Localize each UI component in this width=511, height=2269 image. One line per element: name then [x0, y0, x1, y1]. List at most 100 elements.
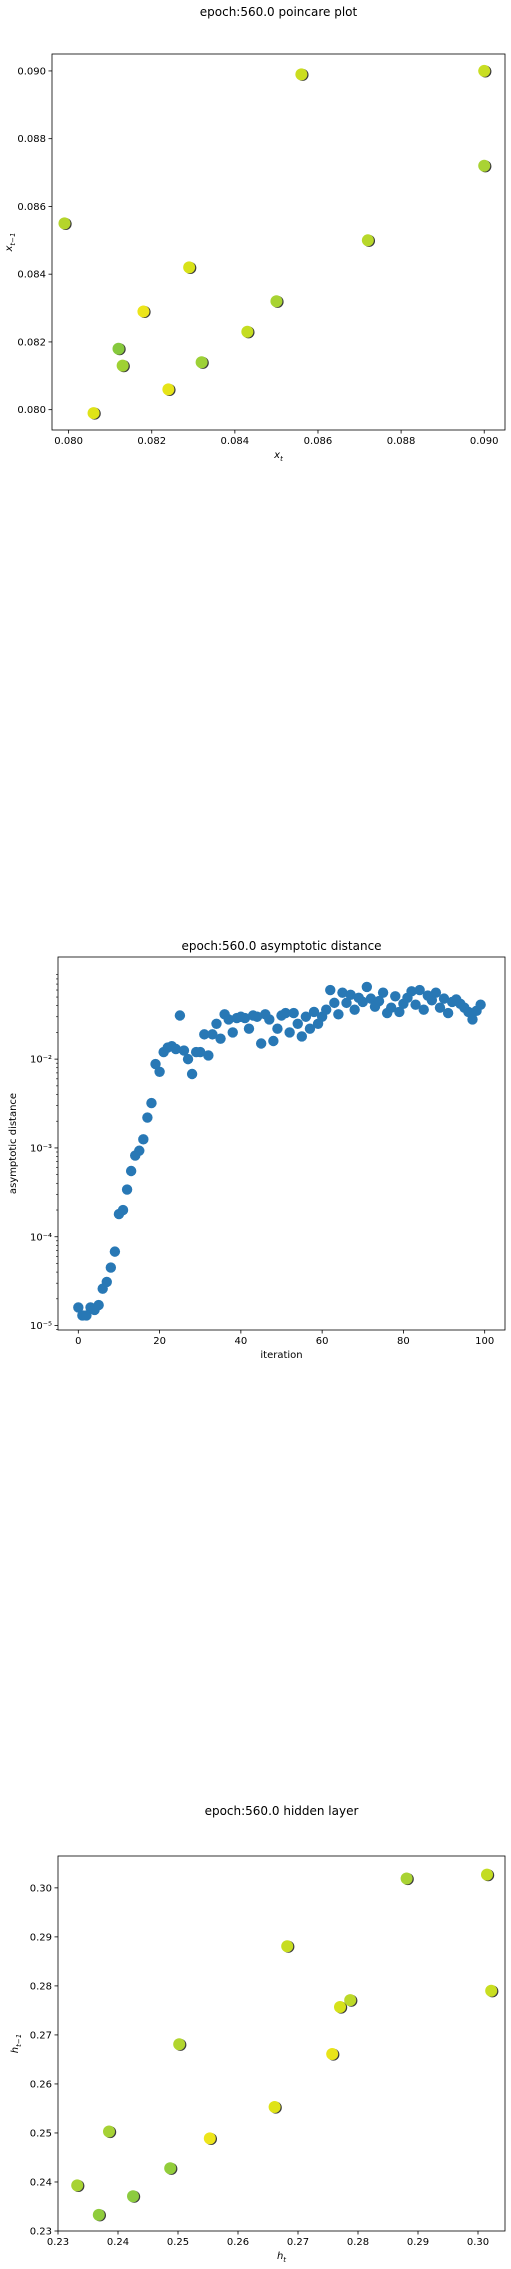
data-point — [410, 999, 421, 1010]
data-point — [207, 1029, 218, 1040]
y-tick-label: 0.26 — [30, 2079, 52, 2090]
data-point — [272, 1023, 283, 1034]
data-point — [485, 1984, 498, 1997]
y-axis-label: asymptotic distance — [8, 1093, 19, 1194]
data-point — [349, 1004, 360, 1015]
y-tick-label: 0.088 — [17, 134, 46, 145]
x-tick-label: 0.29 — [407, 2237, 429, 2248]
x-tick-label: 0.27 — [287, 2237, 309, 2248]
data-point — [162, 383, 175, 396]
data-point — [255, 1038, 267, 1049]
data-point — [174, 1010, 186, 1021]
x-tick-label: 0.086 — [304, 436, 333, 447]
data-point — [478, 64, 491, 77]
data-point — [125, 1165, 137, 1177]
data-point — [321, 1004, 332, 1015]
data-point — [150, 1058, 161, 1070]
x-tick-label: 40 — [234, 1336, 247, 1347]
data-point — [109, 1246, 121, 1257]
y-tick-label: 0.28 — [30, 1981, 52, 1992]
data-point — [215, 1033, 226, 1044]
data-point — [334, 2000, 346, 2013]
x-axis-label: iteration — [260, 1350, 302, 1361]
data-point — [195, 1046, 206, 1058]
data-point — [281, 1940, 294, 1953]
data-point — [430, 987, 442, 998]
data-point — [386, 1002, 397, 1013]
data-point — [288, 1007, 299, 1019]
data-point — [308, 1006, 320, 1018]
y-axis-label: xt−1 — [4, 233, 17, 253]
data-point — [243, 1023, 255, 1034]
plot-frame — [57, 956, 506, 1331]
data-point — [251, 1011, 263, 1022]
data-point — [329, 997, 340, 1009]
data-point — [92, 2208, 105, 2221]
data-point — [93, 1299, 104, 1311]
data-point — [344, 1994, 357, 2007]
y-tick-label: 10⁻² — [30, 1055, 52, 1066]
data-point — [304, 1023, 316, 1034]
data-point — [365, 993, 377, 1004]
data-point — [481, 1868, 493, 1881]
data-point — [377, 987, 389, 998]
data-point — [300, 1011, 312, 1022]
data-point — [87, 407, 100, 420]
data-point — [295, 68, 308, 81]
data-point — [373, 995, 385, 1007]
x-tick-label: 80 — [397, 1336, 410, 1347]
data-point — [142, 1112, 153, 1123]
data-point — [178, 1045, 190, 1056]
x-axis-label: xt — [273, 450, 283, 463]
data-point — [268, 1035, 279, 1047]
data-point — [199, 1029, 210, 1040]
y-tick-label: 0.25 — [30, 2128, 52, 2139]
data-point — [182, 1053, 194, 1065]
y-tick-label: 0.29 — [30, 1932, 52, 1943]
data-point — [164, 2162, 177, 2175]
y-tick-label: 10⁻⁵ — [30, 1321, 52, 1332]
data-point — [81, 1310, 92, 1321]
data-point — [438, 993, 450, 1004]
data-point — [241, 325, 254, 338]
x-tick-label: 60 — [316, 1336, 329, 1347]
x-tick-label: 0.080 — [54, 436, 83, 447]
data-point — [195, 356, 208, 369]
data-point — [127, 2190, 139, 2203]
data-point — [296, 1031, 308, 1042]
data-point — [337, 987, 348, 998]
y-tick-label: 0.24 — [30, 2177, 52, 2188]
y-tick-label: 0.090 — [17, 66, 46, 77]
x-tick-label: 0.26 — [227, 2237, 249, 2248]
data-point — [467, 1014, 478, 1025]
data-point — [394, 1006, 405, 1018]
y-tick-label: 0.080 — [17, 405, 46, 416]
data-point — [475, 999, 486, 1010]
plot-frame — [57, 1855, 506, 2232]
data-point — [146, 1097, 157, 1109]
data-point — [73, 1302, 84, 1313]
data-point — [326, 2048, 339, 2061]
x-axis-label: ht — [277, 2251, 286, 2264]
data-point — [117, 1204, 129, 1216]
data-point — [341, 997, 352, 1009]
data-point — [121, 1184, 133, 1195]
data-point — [105, 1262, 117, 1273]
data-point — [361, 981, 373, 993]
y-axis-label: ht−1 — [10, 2034, 23, 2053]
data-point — [186, 1068, 198, 1080]
data-point — [183, 261, 196, 274]
data-point — [361, 234, 374, 247]
data-point — [345, 989, 356, 1001]
data-point — [71, 2179, 84, 2192]
data-point — [138, 1134, 149, 1145]
data-point — [390, 991, 401, 1002]
x-tick-label: 0.24 — [107, 2237, 129, 2248]
data-point — [103, 2125, 115, 2138]
data-point — [223, 1014, 234, 1025]
y-tick-label: 0.30 — [30, 1883, 52, 1894]
y-tick-label: 0.084 — [17, 270, 46, 281]
x-tick-label: 0.090 — [470, 436, 499, 447]
data-point — [227, 1027, 238, 1038]
